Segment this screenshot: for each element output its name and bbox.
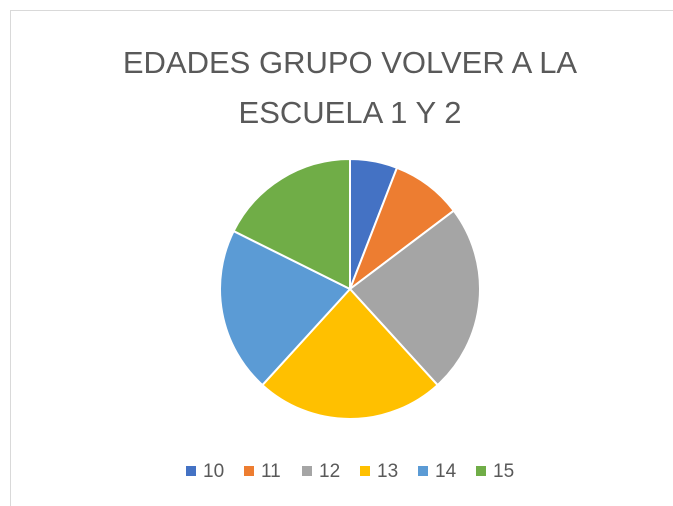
pie-slice xyxy=(261,287,439,420)
pie-slice xyxy=(348,209,481,387)
pie-slice xyxy=(232,157,351,291)
legend-swatch xyxy=(186,466,196,476)
chart-title: EDADES GRUPO VOLVER A LA ESCUELA 1 Y 2 xyxy=(122,45,578,130)
legend-swatch xyxy=(418,466,428,476)
legend-swatch xyxy=(302,466,312,476)
legend-label: 10 xyxy=(203,461,224,482)
legend-swatch xyxy=(360,466,370,476)
legend-swatch xyxy=(244,466,254,476)
legend-label: 12 xyxy=(319,461,340,482)
legend-swatch xyxy=(476,466,486,476)
legend-label: 14 xyxy=(435,461,457,482)
legend-label: 15 xyxy=(493,461,514,482)
legend-label: 11 xyxy=(261,461,281,482)
pie-slice xyxy=(219,229,352,387)
legend-label: 13 xyxy=(377,461,398,482)
